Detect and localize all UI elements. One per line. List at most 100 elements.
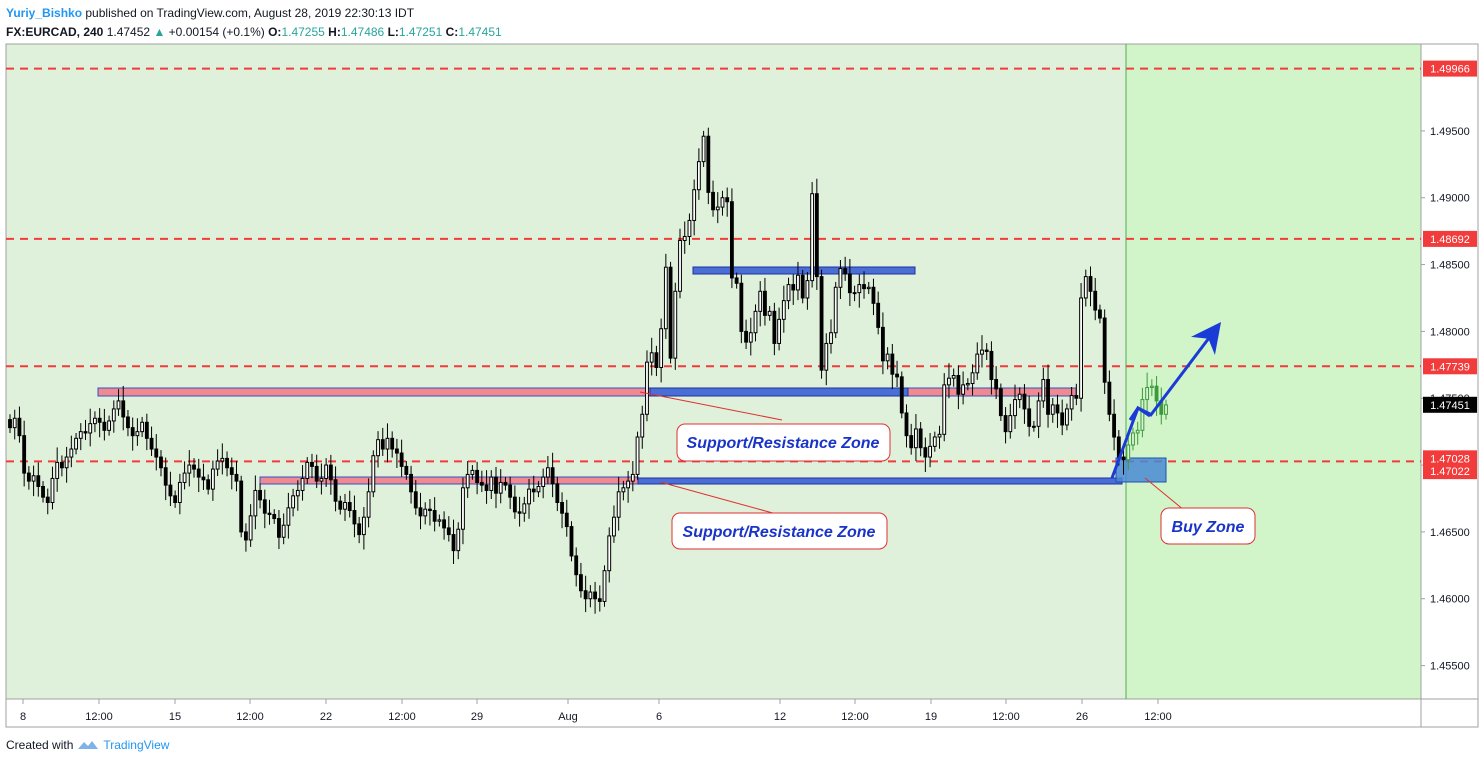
candle-body xyxy=(965,383,970,386)
candle-body xyxy=(1149,385,1154,389)
candle-body xyxy=(706,135,711,193)
candle-body xyxy=(876,302,881,328)
candle-body xyxy=(196,468,201,478)
sr-zone-callout-2[interactable] xyxy=(671,512,888,550)
buy-zone-callout[interactable] xyxy=(1160,507,1256,545)
candle-body xyxy=(163,467,168,486)
time-tick-label: 12:00 xyxy=(992,711,1020,723)
candle-body xyxy=(192,464,196,470)
sr-zone-upper-blue[interactable] xyxy=(649,387,909,397)
candle-body xyxy=(144,421,149,439)
candle-body xyxy=(517,511,522,514)
candle-body xyxy=(909,435,914,449)
candle-body xyxy=(291,495,296,509)
callout-pointer-1 xyxy=(639,391,783,421)
candle-body xyxy=(470,469,475,475)
candle-body xyxy=(239,480,244,533)
candle-body xyxy=(1017,393,1022,401)
candle-body xyxy=(135,431,140,437)
candle-body xyxy=(692,189,697,221)
candle-body xyxy=(550,467,555,485)
candle-body xyxy=(36,475,41,487)
candle-body xyxy=(824,342,829,371)
candle-body xyxy=(93,417,97,425)
candle-body xyxy=(989,350,994,381)
candle-body xyxy=(1083,276,1088,299)
candle-body xyxy=(541,476,546,487)
tradingview-brand-link[interactable]: TradingView xyxy=(103,738,170,752)
candle-body xyxy=(914,428,918,449)
candle-body xyxy=(88,423,93,434)
candle-body xyxy=(64,456,69,469)
candle-body xyxy=(272,514,277,520)
sr-zone-callout-1[interactable] xyxy=(676,423,891,462)
forecast-arrow-right-head xyxy=(1137,406,1151,416)
candle-body xyxy=(182,472,187,483)
level-price-badge xyxy=(1423,60,1477,77)
candle-body xyxy=(645,361,649,415)
candle-body xyxy=(961,384,966,395)
candle-body xyxy=(1050,404,1055,415)
candle-body xyxy=(659,328,664,368)
candle-body xyxy=(678,240,682,292)
time-axis[interactable]: 8 12:00 15 12:00 22 12:00 29 Aug 6 12 12:00 19 12:00… xyxy=(20,699,1172,723)
candle-body xyxy=(862,284,866,290)
candle-body xyxy=(715,206,720,211)
candle-body xyxy=(602,570,607,602)
time-tick-label: 6 xyxy=(656,711,662,723)
candle-body xyxy=(31,475,36,482)
candle-body xyxy=(286,507,291,526)
candle-body xyxy=(69,448,74,458)
candle-body xyxy=(1102,317,1107,383)
candle-body xyxy=(1145,387,1150,401)
candle-body xyxy=(423,508,428,517)
candle-body xyxy=(210,468,215,490)
candle-body xyxy=(871,286,876,304)
forecast-target-arrow-icon[interactable] xyxy=(1148,322,1222,417)
forecast-background xyxy=(1126,44,1421,699)
candle-body xyxy=(522,503,527,514)
sr-zone-label-2: Support/Resistance Zone xyxy=(683,524,876,541)
candle-body xyxy=(1013,399,1017,417)
price-tick-label: 1.49500 xyxy=(1430,126,1470,138)
candle-body xyxy=(8,419,12,429)
candle-body xyxy=(1008,415,1013,433)
candle-body xyxy=(281,524,286,538)
candle-body xyxy=(413,491,418,509)
candle-body xyxy=(234,473,239,482)
candle-body xyxy=(489,476,494,491)
candle-body xyxy=(1055,404,1060,414)
symbol-interval[interactable]: FX:EURCAD, 240 xyxy=(6,25,104,39)
sr-zone-upper-red[interactable] xyxy=(97,387,1077,397)
time-tick-label: 12:00 xyxy=(1144,711,1172,723)
candle-body xyxy=(805,280,810,299)
sr-zone-label-1: Support/Resistance Zone xyxy=(687,435,880,452)
resistance-zone-top[interactable] xyxy=(692,266,916,275)
buy-zone-box[interactable] xyxy=(1115,457,1167,483)
candle-body xyxy=(149,437,154,450)
candle-body xyxy=(843,268,848,275)
candle-body xyxy=(409,473,413,493)
candle-body xyxy=(1164,404,1168,415)
sr-zone-lower-blue[interactable] xyxy=(637,477,1123,485)
candle-body xyxy=(791,284,796,291)
candle-body xyxy=(951,375,956,379)
candle-body xyxy=(121,400,126,418)
price-tick-label: 1.49000 xyxy=(1430,193,1470,205)
candle-body xyxy=(1031,425,1036,428)
candle-body xyxy=(739,282,744,332)
candle-body xyxy=(111,408,116,422)
publish-info: published on TradingView.com, August 28,… xyxy=(85,6,415,20)
candle-body xyxy=(786,284,791,302)
candle-body xyxy=(626,480,631,489)
candle-body xyxy=(847,273,852,294)
candle-body xyxy=(767,310,772,316)
candle-body xyxy=(932,436,937,447)
author-link[interactable]: Yuriy_Bishko xyxy=(6,6,83,20)
candle-body xyxy=(159,456,163,469)
candle-body xyxy=(1135,429,1140,434)
candle-body xyxy=(295,489,300,497)
time-tick-label: 22 xyxy=(320,711,332,723)
candle-body xyxy=(942,384,947,435)
